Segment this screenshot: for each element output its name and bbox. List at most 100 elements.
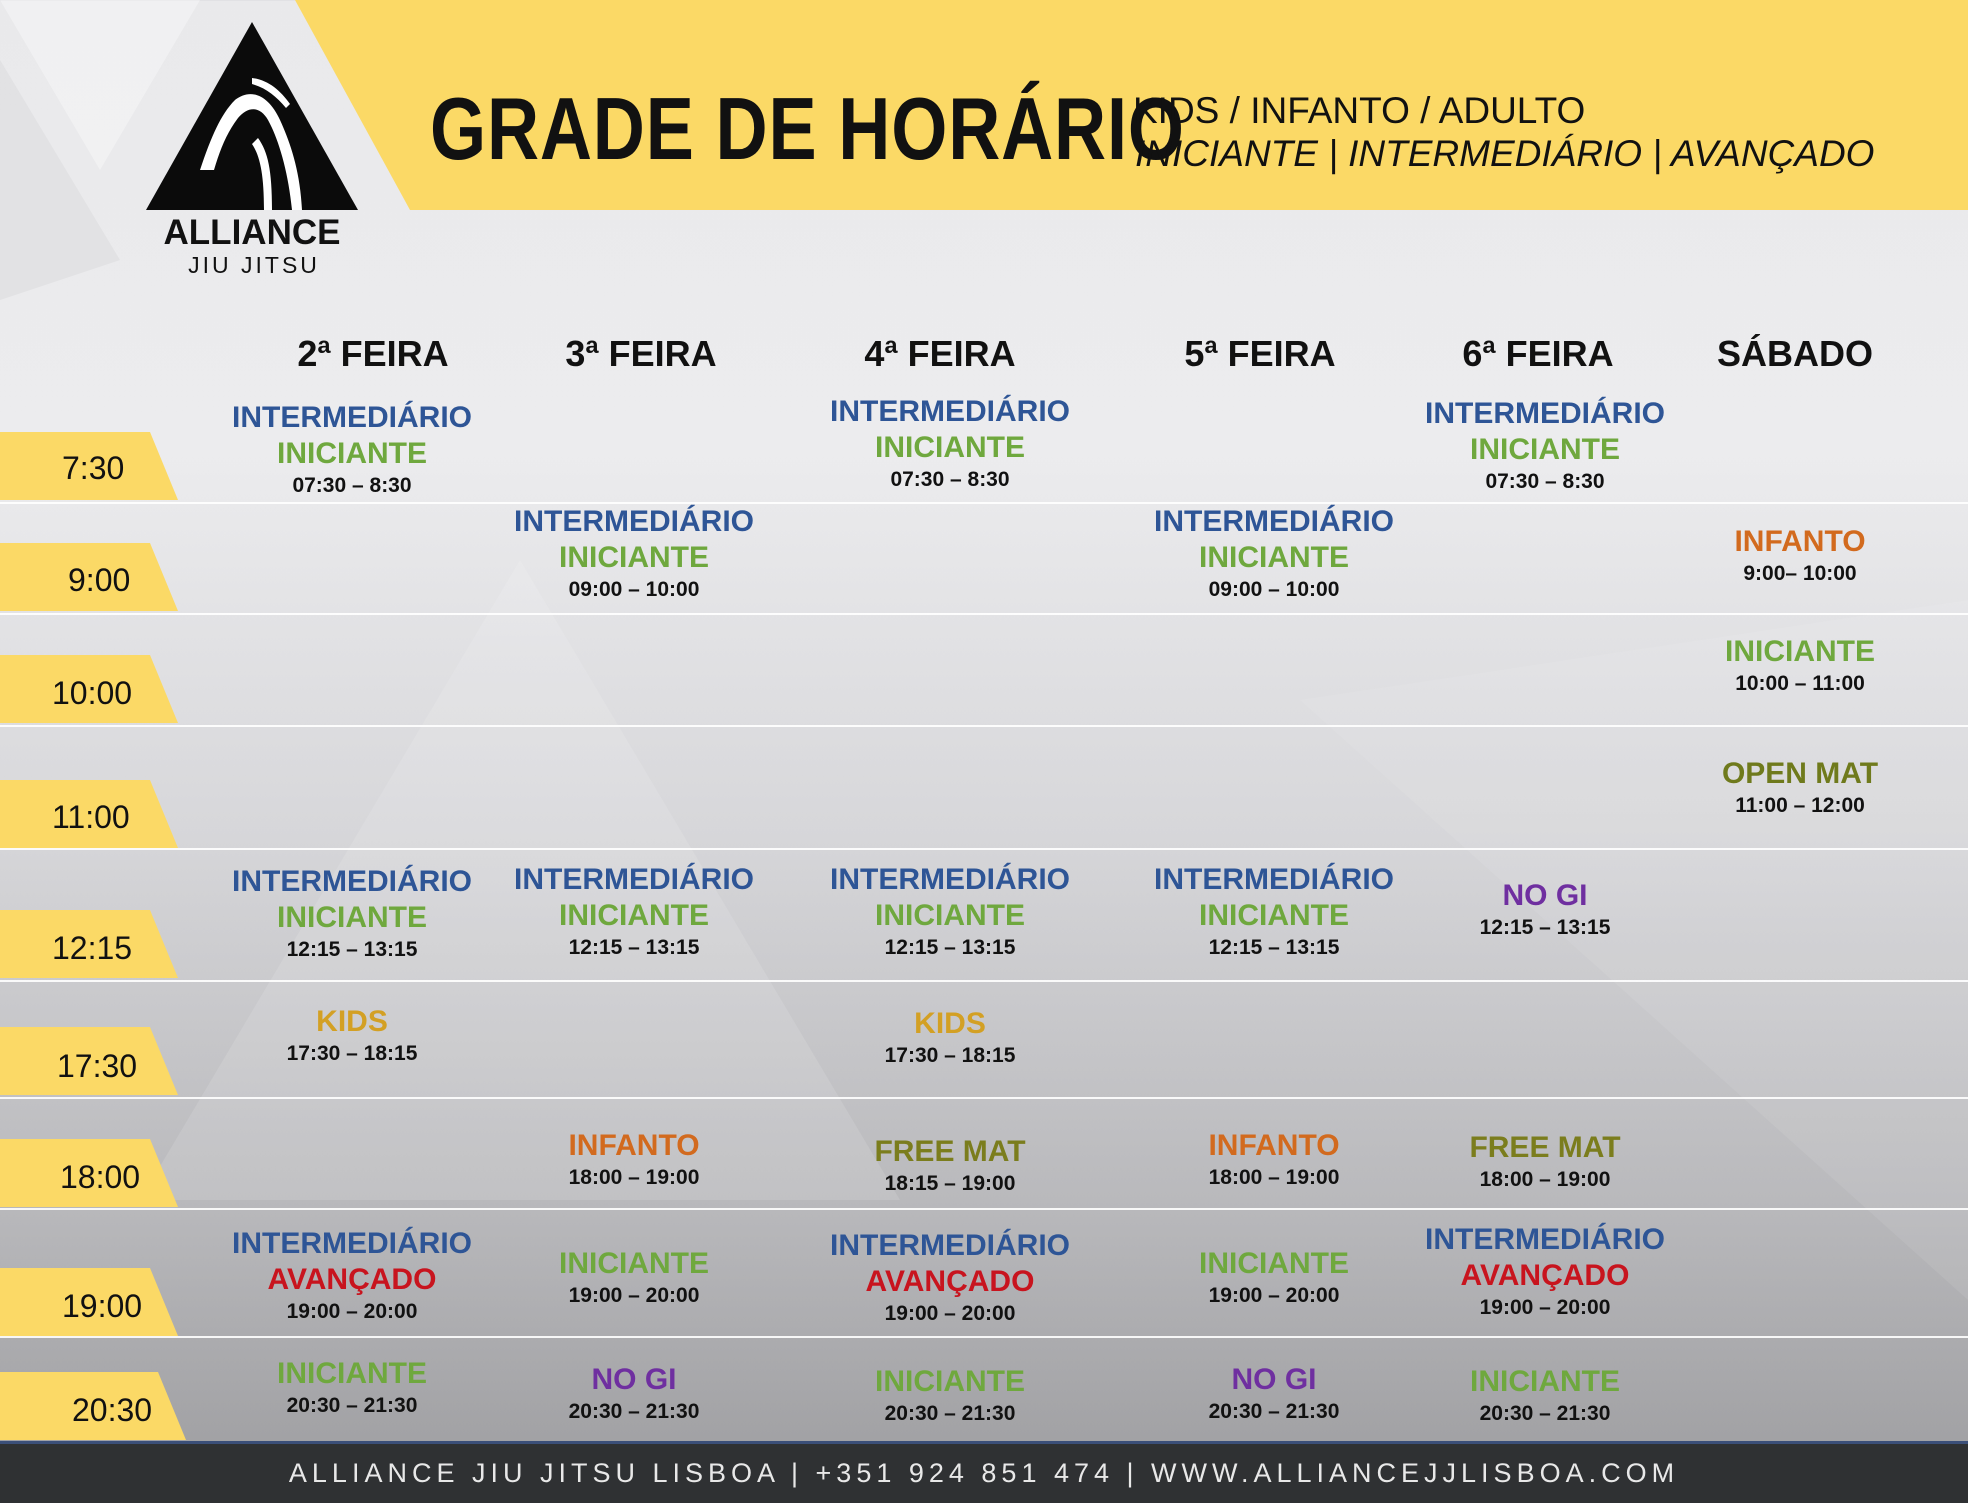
class-block: INICIANTE 19:00 – 20:00 [1199,1246,1349,1310]
class-level-label: INICIANTE [1725,635,1875,668]
time-slot-label: 9:00 [68,562,131,598]
brand-tagline: JIU JITSU [188,252,320,278]
class-block: INTERMEDIÁRIO INICIANTE 12:15 – 13:15 [830,862,1070,962]
class-block: FREE MAT 18:00 – 19:00 [1469,1130,1620,1194]
class-level-label: AVANÇADO [1460,1259,1630,1292]
class-time: 20:30 – 21:30 [1479,1402,1611,1425]
row-divider [0,725,1968,727]
class-level-label: INTERMEDIÁRIO [830,1229,1070,1262]
class-time: 19:00 – 20:00 [884,1302,1016,1325]
time-slot-label: 11:00 [52,799,130,835]
class-level-label: INICIANTE [559,899,709,932]
class-time: 12:15 – 13:15 [286,938,418,961]
row-divider [0,1208,1968,1210]
class-level-label: FREE MAT [1469,1131,1621,1164]
class-time: 20:30 – 21:30 [1208,1400,1340,1423]
class-level-label: INTERMEDIÁRIO [514,863,754,896]
class-time: 12:15 – 13:15 [1479,916,1611,939]
class-level-label: INTERMEDIÁRIO [830,395,1070,428]
time-slot-label: 7:30 [62,450,125,486]
class-level-label: INTERMEDIÁRIO [1425,1223,1665,1256]
class-block: INTERMEDIÁRIO INICIANTE 12:15 – 13:15 [232,864,472,964]
class-level-label: INICIANTE [1199,899,1349,932]
time-slot-label: 18:00 [60,1159,141,1195]
class-block: INTERMEDIÁRIO AVANÇADO 19:00 – 20:00 [1425,1222,1665,1322]
class-time: 11:00 – 12:00 [1735,794,1865,817]
time-slot-tab [0,1372,194,1440]
class-level-label: NO GI [1502,879,1588,912]
class-time: 07:30 – 8:30 [890,468,1010,491]
alliance-logo: ALLIANCE JIU JITSU [146,22,358,278]
class-block: INICIANTE 19:00 – 20:00 [559,1246,709,1310]
class-time: 10:00 – 11:00 [1735,672,1865,695]
class-level-label: INICIANTE [1470,433,1620,466]
class-level-label: INICIANTE [875,431,1025,464]
class-block: KIDS 17:30 – 18:15 [885,1006,1016,1070]
brand-name: ALLIANCE [164,213,341,252]
class-block: NO GI 20:30 – 21:30 [1209,1362,1340,1426]
class-block: OPEN MAT 11:00 – 12:00 [1722,756,1878,820]
footer-contact: ALLIANCE JIU JITSU LISBOA | +351 924 851… [288,1458,1680,1488]
time-slot-label: 17:30 [57,1048,138,1084]
class-block: INICIANTE 20:30 – 21:30 [875,1364,1025,1428]
page-title: GRADE DE HORÁRIO [430,79,1185,178]
class-time: 9:00– 10:00 [1743,562,1857,585]
class-level-label: KIDS [914,1007,986,1040]
class-time: 09:00 – 10:00 [568,578,700,601]
class-time: 19:00 – 20:00 [286,1300,418,1323]
class-block: INTERMEDIÁRIO INICIANTE 07:30 – 8:30 [1425,396,1665,496]
class-level-label: INTERMEDIÁRIO [830,863,1070,896]
time-slot-label: 10:00 [52,675,133,711]
class-time: 09:00 – 10:00 [1208,578,1340,601]
class-block: INICIANTE 20:30 – 21:30 [277,1356,427,1420]
class-level-label: INICIANTE [559,1247,709,1280]
class-level-label: OPEN MAT [1721,757,1879,790]
class-level-label: INTERMEDIÁRIO [1154,863,1394,896]
class-block: INTERMEDIÁRIO INICIANTE 12:15 – 13:15 [514,862,754,962]
class-level-label: INICIANTE [1199,541,1349,574]
class-block: INTERMEDIÁRIO INICIANTE 09:00 – 10:00 [1154,504,1394,604]
class-level-label: INTERMEDIÁRIO [232,865,472,898]
class-level-label: INICIANTE [1199,1247,1349,1280]
class-time: 20:30 – 21:30 [286,1394,418,1417]
class-level-label: INTERMEDIÁRIO [232,1227,472,1260]
class-time: 20:30 – 21:30 [568,1400,700,1423]
time-slot-label: 19:00 [62,1288,143,1324]
class-block: INICIANTE 20:30 – 21:30 [1470,1364,1620,1428]
class-block: NO GI 12:15 – 13:15 [1480,878,1611,942]
class-block: INTERMEDIÁRIO AVANÇADO 19:00 – 20:00 [232,1226,472,1326]
class-level-label: INTERMEDIÁRIO [1425,397,1665,430]
time-slot-tab [0,655,186,723]
class-level-label: INFANTO [1734,525,1866,558]
class-level-label: AVANÇADO [865,1265,1035,1298]
time-slot-tab [0,1268,186,1336]
class-time: 18:00 – 19:00 [1208,1166,1340,1189]
class-level-label: FREE MAT [874,1135,1026,1168]
class-block: INTERMEDIÁRIO AVANÇADO 19:00 – 20:00 [830,1228,1070,1328]
day-header: SÁBADO [1716,333,1874,374]
class-level-label: INTERMEDIÁRIO [1154,505,1394,538]
time-slot-tab [0,432,186,500]
class-level-label: INFANTO [1208,1129,1340,1162]
class-block: INTERMEDIÁRIO INICIANTE 07:30 – 8:30 [830,394,1070,494]
subtitle-ranks: INICIANTE | INTERMEDIÁRIO | AVANÇADO [1135,133,1875,174]
class-level-label: INTERMEDIÁRIO [232,401,472,434]
class-block: INFANTO 18:00 – 19:00 [568,1128,699,1192]
class-time: 18:15 – 19:00 [884,1172,1016,1195]
day-header: 4ª FEIRA [864,333,1016,374]
class-level-label: AVANÇADO [267,1263,437,1296]
day-header: 5ª FEIRA [1184,333,1336,374]
time-slot-tab [0,910,186,978]
time-slot-tab [0,1139,186,1207]
class-level-label: INICIANTE [875,899,1025,932]
row-divider [0,1336,1968,1338]
day-header: 3ª FEIRA [565,333,717,374]
class-time: 17:30 – 18:15 [884,1044,1016,1067]
class-block: INFANTO 9:00– 10:00 [1734,524,1865,588]
class-block: INTERMEDIÁRIO INICIANTE 09:00 – 10:00 [514,504,754,604]
class-time: 18:00 – 19:00 [568,1166,700,1189]
class-time: 20:30 – 21:30 [884,1402,1016,1425]
class-block: NO GI 20:30 – 21:30 [569,1362,700,1426]
class-block: INICIANTE 10:00 – 11:00 [1725,634,1875,698]
